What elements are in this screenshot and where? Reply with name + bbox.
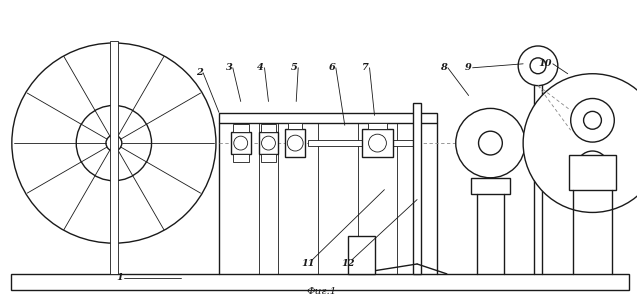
Circle shape: [577, 151, 609, 183]
Bar: [308, 140, 414, 146]
Bar: [231, 132, 251, 154]
Bar: [413, 103, 421, 274]
Circle shape: [76, 106, 152, 181]
Circle shape: [571, 99, 614, 142]
Circle shape: [287, 135, 303, 151]
Text: 1: 1: [116, 273, 124, 282]
Circle shape: [518, 46, 558, 86]
Bar: [288, 123, 302, 129]
Circle shape: [523, 74, 640, 213]
Bar: [233, 154, 249, 162]
Text: 5: 5: [291, 63, 298, 72]
Bar: [110, 41, 118, 274]
Circle shape: [586, 161, 598, 173]
Text: 4: 4: [257, 63, 264, 72]
Bar: [233, 124, 249, 132]
Bar: [362, 129, 394, 157]
Circle shape: [234, 136, 248, 150]
Circle shape: [479, 131, 502, 155]
Circle shape: [584, 111, 602, 129]
Bar: [367, 123, 387, 129]
Text: 2: 2: [196, 68, 202, 77]
Text: 12: 12: [341, 260, 355, 268]
Bar: [259, 132, 278, 154]
Bar: [285, 129, 305, 157]
Ellipse shape: [12, 43, 216, 243]
Text: 10: 10: [538, 59, 552, 68]
Bar: [11, 274, 629, 290]
Circle shape: [106, 135, 122, 151]
Text: 3: 3: [225, 63, 232, 72]
Circle shape: [456, 108, 525, 178]
Text: 8: 8: [440, 63, 447, 72]
Bar: [569, 155, 616, 190]
Bar: [260, 124, 276, 132]
Circle shape: [369, 134, 387, 152]
Text: 11: 11: [301, 260, 315, 268]
Bar: [470, 178, 510, 194]
Text: 6: 6: [328, 63, 335, 72]
Bar: [219, 113, 437, 123]
Text: 9: 9: [465, 63, 472, 72]
Bar: [260, 154, 276, 162]
Bar: [348, 236, 376, 274]
Circle shape: [530, 58, 546, 74]
Text: Фиг.1: Фиг.1: [307, 287, 337, 296]
Circle shape: [262, 136, 275, 150]
Text: 7: 7: [362, 63, 369, 72]
